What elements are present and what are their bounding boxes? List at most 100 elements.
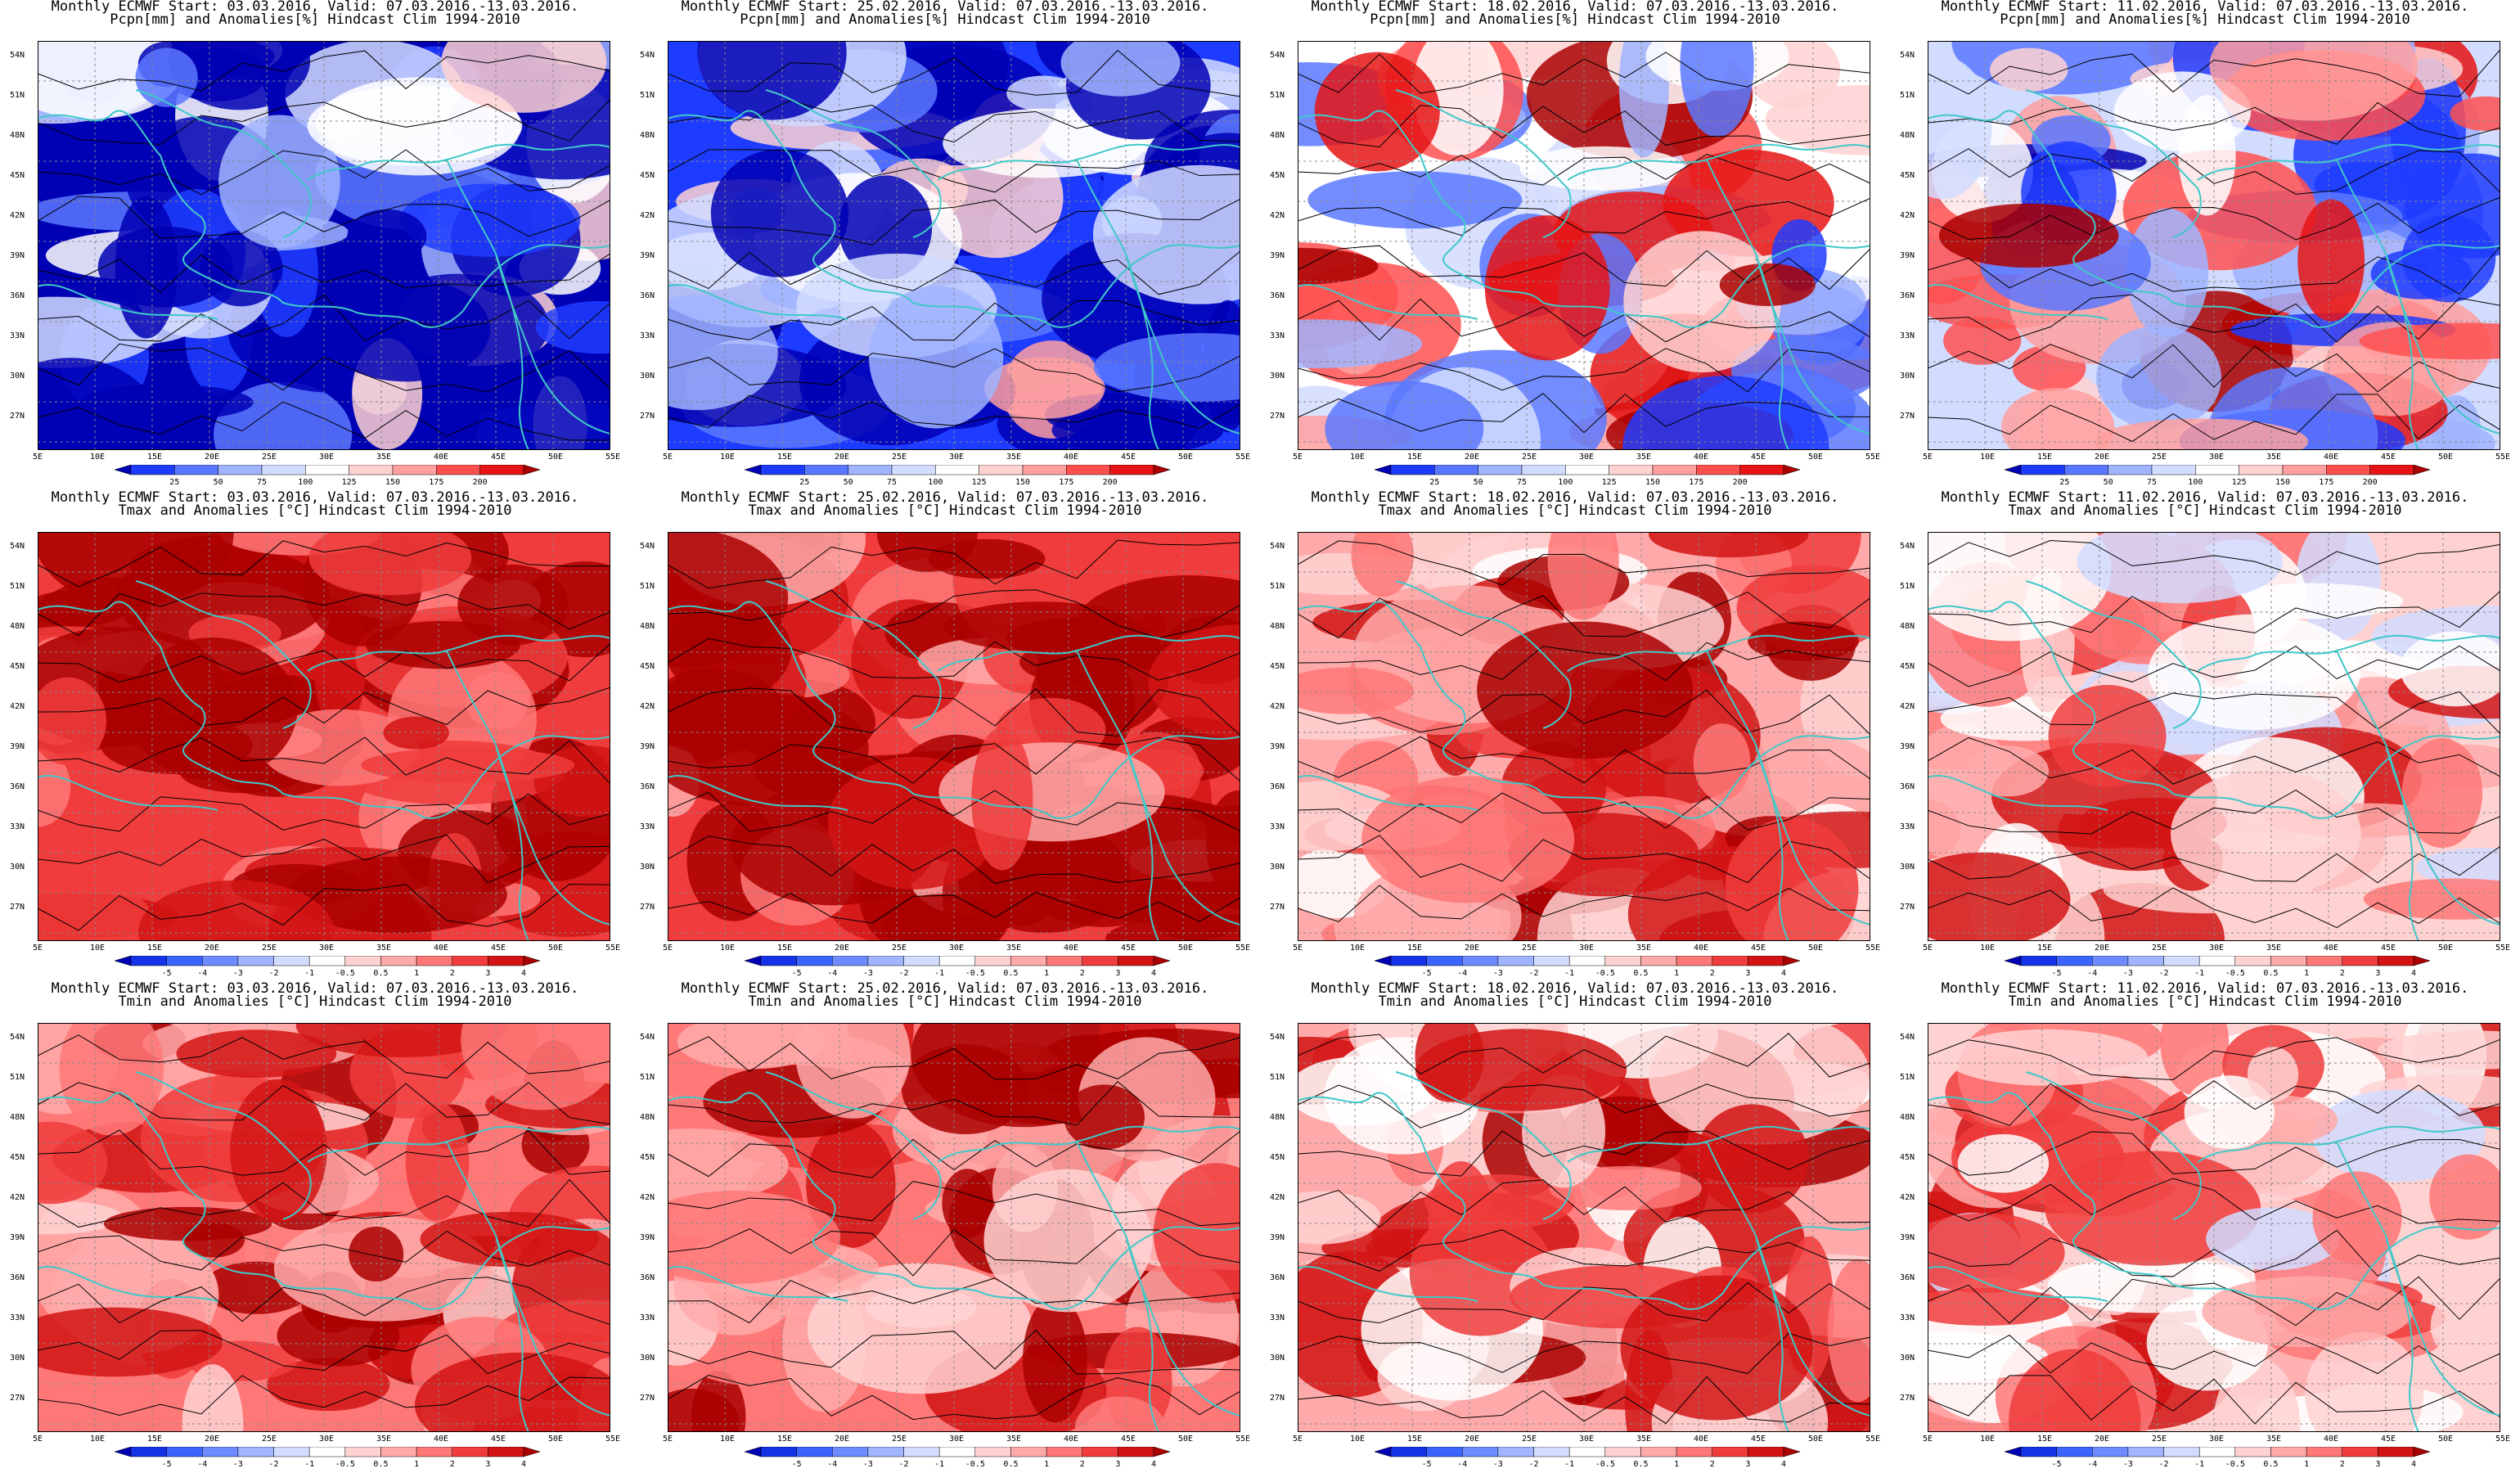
latitude-label: 45N xyxy=(640,171,655,180)
colorbar-label: 125 xyxy=(2232,478,2247,487)
isoline xyxy=(1298,1376,1870,1425)
colorbar-segment xyxy=(344,955,381,966)
anomaly-area xyxy=(366,620,520,669)
latitude-label: 39N xyxy=(1270,251,1285,260)
colorbar-segment xyxy=(2270,955,2307,966)
isoline xyxy=(1298,1179,1870,1228)
colorbar-segment xyxy=(2151,464,2196,475)
latitude-label: 36N xyxy=(640,1273,655,1282)
colorbar-segment xyxy=(2342,955,2378,966)
coastline xyxy=(1928,580,2500,941)
longitude-label: 25E xyxy=(892,944,907,953)
colorbar-label: 4 xyxy=(521,1460,526,1469)
anomaly-area xyxy=(677,1023,826,1070)
anomaly-area xyxy=(668,295,778,411)
longitude-label: 35E xyxy=(2266,1435,2282,1444)
longitude-label: 35E xyxy=(1006,453,1022,462)
colorbar-segment xyxy=(2092,1446,2129,1457)
latitude-label: 33N xyxy=(10,331,25,340)
longitude-label: 30E xyxy=(2209,453,2225,462)
colorbar-label: -1 xyxy=(304,1460,314,1469)
colorbar-segment xyxy=(2369,464,2414,475)
longitude-label: 35E xyxy=(2266,944,2282,953)
longitude-label: 35E xyxy=(1006,944,1022,953)
forecast-panel: Monthly ECMWF Start: 18.02.2016, Valid: … xyxy=(1260,982,1890,1473)
anomaly-area xyxy=(668,1191,841,1285)
longitude-label: 40E xyxy=(1064,944,1079,953)
anomaly-area xyxy=(2429,1154,2500,1240)
isoline xyxy=(38,687,610,727)
colorbar-segment xyxy=(237,955,274,966)
isoline xyxy=(1298,1130,1870,1177)
isoline xyxy=(1928,1178,2500,1224)
colorbar-label: 175 xyxy=(2319,478,2333,487)
latitude-label: 54N xyxy=(1270,51,1285,60)
longitude-label: 45E xyxy=(2381,944,2396,953)
colorbar-label: -1 xyxy=(934,1460,944,1469)
colorbar-segment xyxy=(488,1446,524,1457)
coastline xyxy=(1298,1071,1870,1432)
longitude-label: 50E xyxy=(1808,944,1824,953)
latitude-label: 30N xyxy=(1270,372,1285,381)
latitude-label: 51N xyxy=(10,91,25,100)
colorbar-segment xyxy=(979,464,1024,475)
colorbar-segment xyxy=(2163,1446,2200,1457)
colorbar-label: 2 xyxy=(450,1460,455,1469)
latitude-label: 33N xyxy=(640,1313,655,1322)
latitude-label: 51N xyxy=(1270,582,1285,591)
latitude-label: 30N xyxy=(10,372,25,381)
colorbar-segment xyxy=(2163,955,2200,966)
latitude-label: 54N xyxy=(640,1033,655,1042)
colorbar-segment xyxy=(2056,955,2093,966)
colorbar-segment xyxy=(2234,1446,2271,1457)
longitude-label: 15E xyxy=(777,453,793,462)
longitude-label: 5E xyxy=(663,453,673,462)
panel-subtitle: Pcpn[mm] and Anomalies[%] Hindcast Clim … xyxy=(2000,11,2410,28)
latitude-label: 54N xyxy=(1900,1033,1915,1042)
longitude-label: 30E xyxy=(949,1435,965,1444)
longitude-label: 15E xyxy=(2037,944,2053,953)
anomaly-area xyxy=(1074,1396,1166,1432)
colorbar-label: -3 xyxy=(2123,1460,2133,1469)
latitude-label: 33N xyxy=(1270,1313,1285,1322)
isoline xyxy=(668,539,1240,589)
isoline xyxy=(38,643,610,682)
latitude-label: 42N xyxy=(640,702,655,711)
colorbar-segment xyxy=(2326,464,2370,475)
latitude-label: 42N xyxy=(640,211,655,220)
anomaly-area xyxy=(1943,317,2022,365)
colorbar-segment xyxy=(2020,464,2065,475)
anomaly-area xyxy=(176,1029,337,1079)
colorbar-label: 1 xyxy=(1044,969,1049,978)
longitude-label: 30E xyxy=(1579,453,1595,462)
longitude-label: 10E xyxy=(90,944,106,953)
colorbar-segment xyxy=(974,1446,1011,1457)
colorbar-segment xyxy=(744,464,762,475)
colorbar: -5-4-3-2-1-0.50.512345 xyxy=(114,1446,562,1470)
anomaly-area xyxy=(2450,96,2500,131)
colorbar-label: 0.5 xyxy=(2263,1460,2278,1469)
coastline xyxy=(38,580,610,941)
colorbar-label: 50 xyxy=(844,478,853,487)
longitude-label: 30E xyxy=(1579,944,1595,953)
anomaly-area xyxy=(2401,738,2483,849)
anomaly-area xyxy=(2000,388,2115,450)
isoline xyxy=(1298,736,1870,784)
isoline xyxy=(668,100,1240,143)
anomaly-area xyxy=(1695,1104,1809,1214)
isoline xyxy=(1298,689,1870,736)
colorbar-segment xyxy=(2306,1446,2342,1457)
isoline xyxy=(38,294,610,342)
latitude-label: 48N xyxy=(10,131,25,140)
anomaly-map xyxy=(1928,1023,2500,1432)
colorbar-label: 1 xyxy=(414,969,419,978)
longitude-label: 30E xyxy=(319,944,335,953)
latitude-label: 42N xyxy=(10,211,25,220)
colorbar-label: 2 xyxy=(1710,969,1715,978)
colorbar-label: -4 xyxy=(1457,1460,1467,1469)
colorbar-label: 3 xyxy=(1745,1460,1750,1469)
colorbar-segment xyxy=(1066,464,1110,475)
colorbar-label: 175 xyxy=(1059,478,1073,487)
longitude-label: 50E xyxy=(548,1435,564,1444)
longitude-label: 15E xyxy=(1407,453,1423,462)
